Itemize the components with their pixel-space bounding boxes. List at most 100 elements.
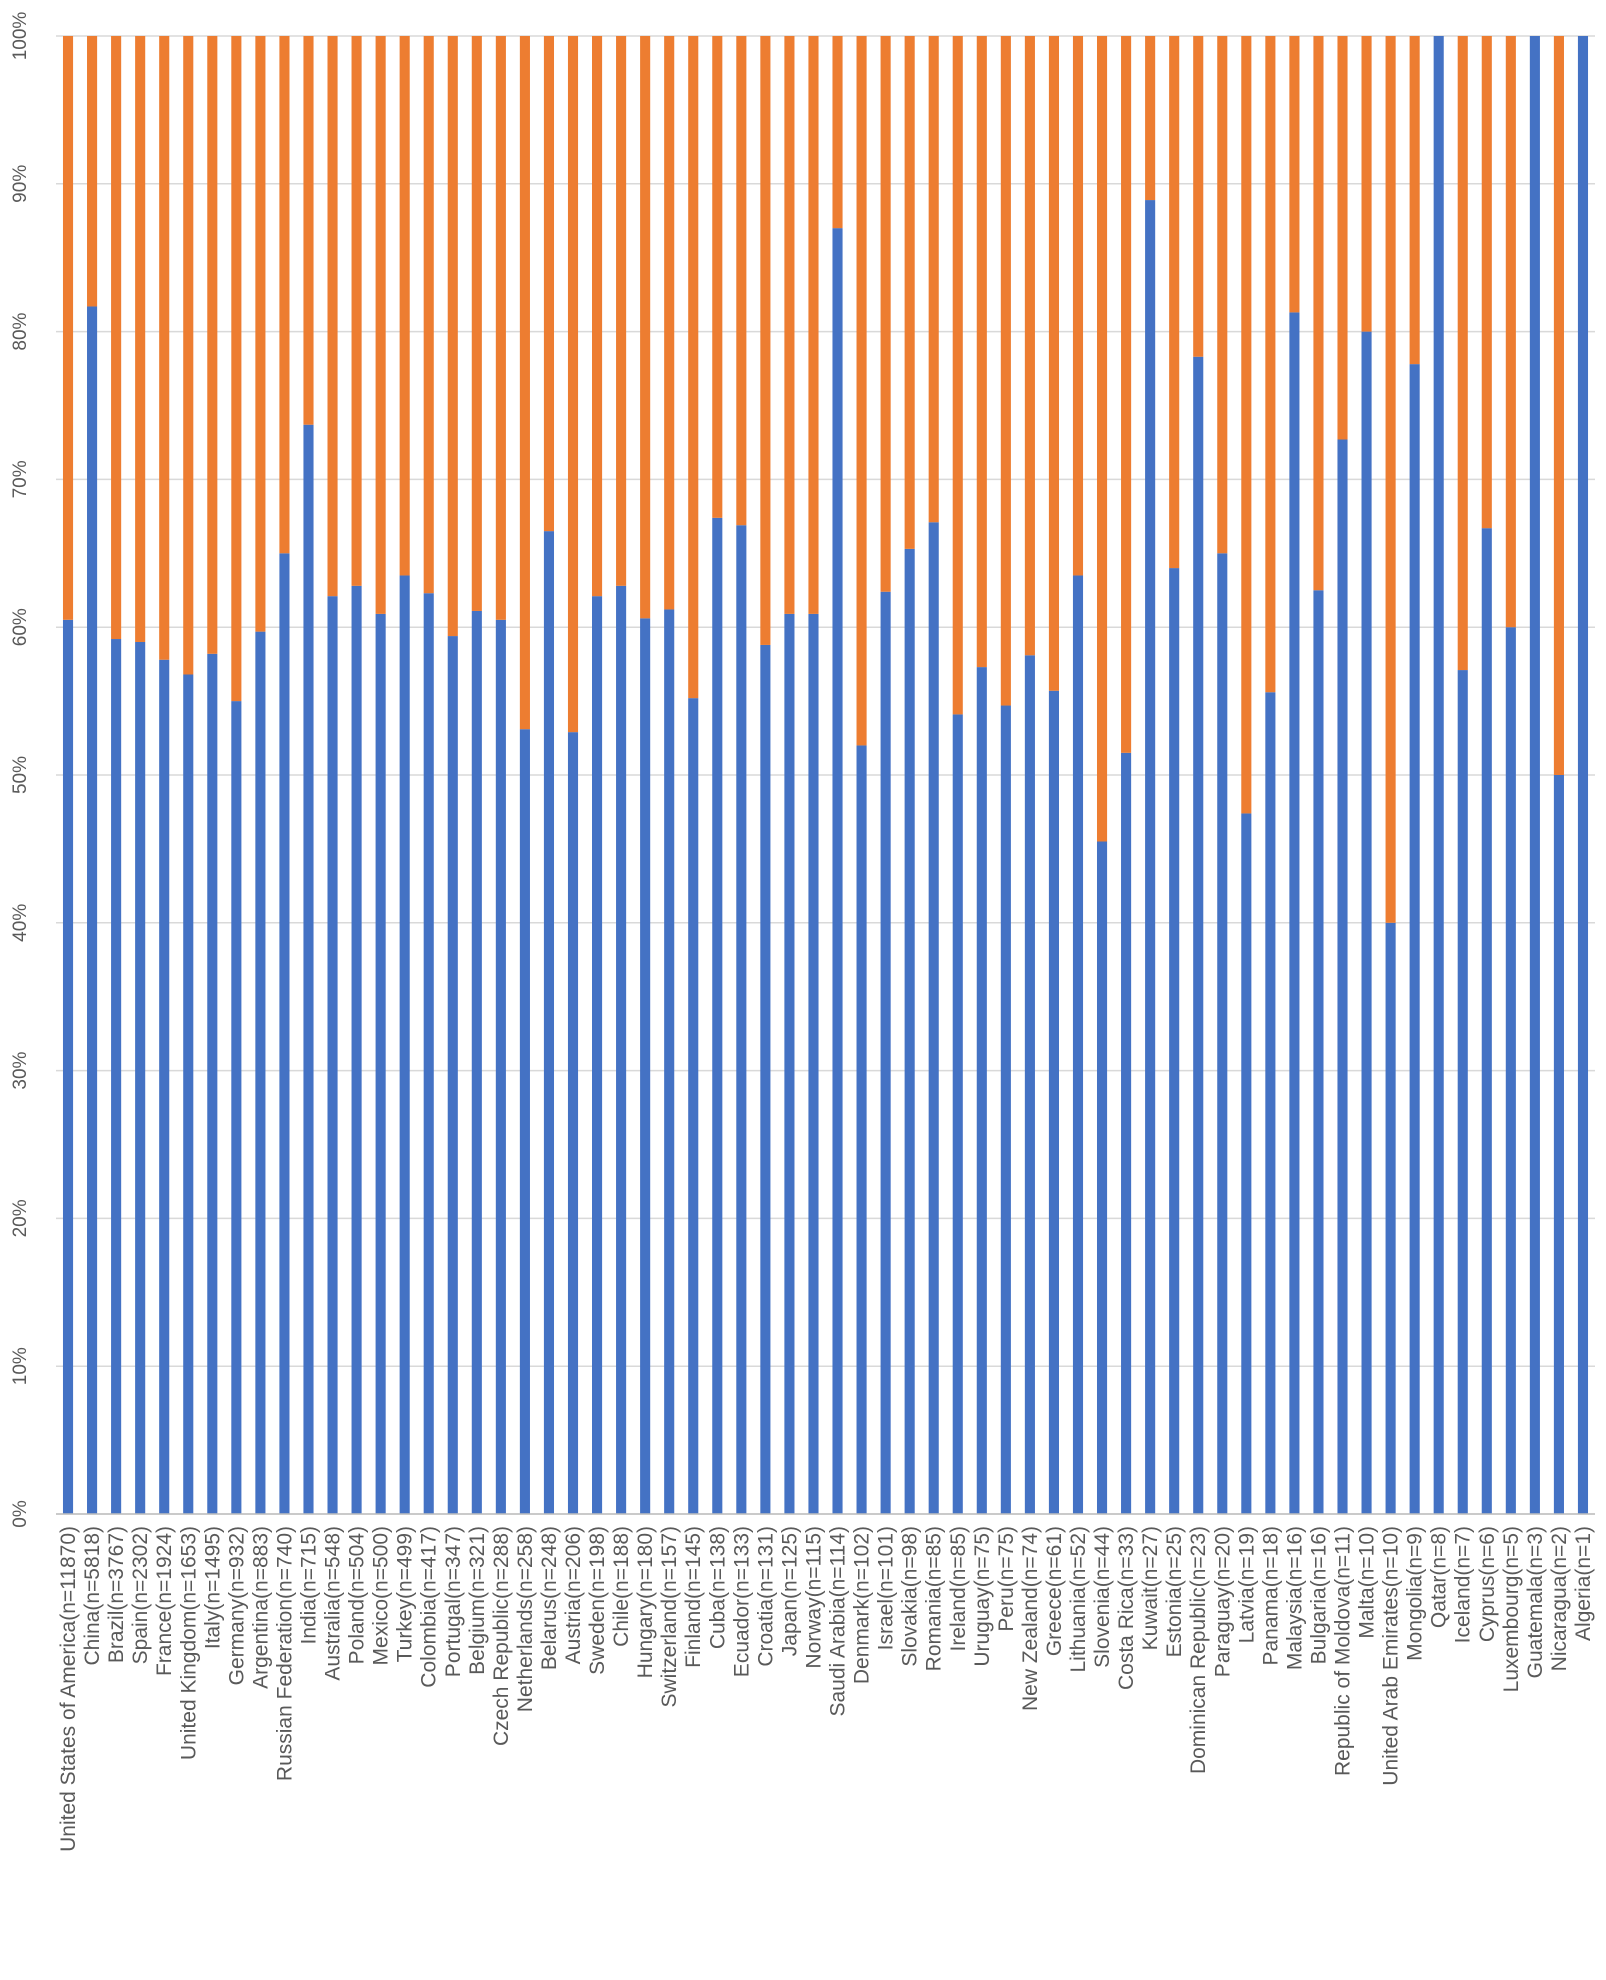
bar-segment-2 (1505, 36, 1516, 628)
bar-segment-1 (1289, 312, 1300, 1514)
bar-segment-1 (928, 522, 939, 1514)
bar-segment-2 (1072, 36, 1084, 576)
bar-segment-2 (808, 36, 819, 614)
category-label: Spain(n=2302) (129, 1526, 152, 1664)
bar-segment-2 (928, 36, 939, 523)
category-label: India(n=715) (297, 1526, 320, 1645)
category-label: Colombia(n=417) (418, 1526, 441, 1688)
bar-segment-1 (1072, 575, 1084, 1514)
bar-segment-1 (904, 548, 915, 1514)
bar-segment-2 (1169, 36, 1180, 569)
bar-segment-1 (471, 610, 482, 1514)
category-label: Japan(n=125) (778, 1526, 801, 1656)
bar-segment-2 (952, 36, 963, 715)
category-label: Hungary(n=180) (634, 1526, 657, 1678)
bar-segment-1 (1481, 528, 1492, 1514)
bar-segment-1 (808, 613, 819, 1514)
category-label: Kuwait(n=27) (1139, 1526, 1162, 1650)
category-label: Malaysia(n=16) (1283, 1526, 1306, 1670)
bar-segment-2 (1193, 36, 1204, 357)
bar-segment-1 (231, 701, 242, 1514)
category-label: Poland(n=504) (346, 1526, 369, 1664)
bar-segment-1 (1313, 590, 1324, 1514)
bar-segment-2 (904, 36, 915, 549)
bar-segment-2 (111, 36, 122, 640)
bar-segment-2 (375, 36, 386, 614)
category-label: Germany(n=932) (225, 1526, 248, 1685)
bar-segment-2 (1289, 36, 1300, 313)
bar-segment-1 (159, 659, 170, 1514)
category-label: Sweden(n=198) (586, 1526, 609, 1675)
bar-segment-1 (880, 591, 891, 1514)
category-label: New Zealand(n=74) (1019, 1526, 1042, 1711)
bar-segment-1 (712, 517, 723, 1514)
category-label: Norway(n=115) (802, 1526, 825, 1669)
bar-segment-2 (207, 36, 218, 654)
bar-segment-2 (327, 36, 338, 597)
category-label: Czech Republic(n=288) (490, 1526, 513, 1746)
bar-segment-2 (399, 36, 410, 576)
bar-segment-1 (1529, 36, 1540, 1514)
category-label: Mexico(n=500) (370, 1526, 393, 1665)
y-tick-label: 0% (10, 1500, 31, 1528)
category-label: Chile(n=188) (610, 1526, 633, 1647)
bar-segment-2 (1145, 36, 1156, 201)
bar-segment-2 (1481, 36, 1492, 529)
bar-segment-2 (1553, 36, 1564, 775)
y-tick-label: 20% (10, 1199, 31, 1237)
bar-segment-1 (1048, 690, 1059, 1514)
category-label: Israel(n=101) (875, 1526, 898, 1650)
bars (62, 36, 1589, 1515)
category-label: Guatemala(n=3) (1524, 1526, 1547, 1678)
bar-segment-2 (279, 36, 290, 554)
bar-segment-2 (784, 36, 795, 614)
category-label: Uruguay(n=75) (971, 1526, 994, 1667)
category-label: Belgium(n=321) (466, 1526, 489, 1675)
bar-segment-2 (1096, 36, 1108, 842)
bar-segment-1 (111, 639, 122, 1514)
bar-segment-2 (471, 36, 482, 611)
category-label: France(n=1924) (153, 1526, 176, 1676)
bar-segment-2 (1121, 36, 1132, 753)
bar-segment-1 (784, 613, 795, 1514)
bar-segment-2 (712, 36, 723, 518)
category-label: Algeria(n=1) (1572, 1526, 1595, 1641)
bar-segment-1 (327, 596, 338, 1514)
y-tick-label: 40% (10, 904, 31, 942)
bar-segment-2 (495, 36, 506, 620)
category-label: Slovenia(n=44) (1091, 1526, 1114, 1668)
bar-segment-2 (159, 36, 170, 660)
y-tick-label: 50% (10, 756, 31, 794)
bar-segment-2 (351, 36, 362, 586)
bar-segment-1 (1361, 331, 1372, 1515)
category-label: Ecuador(n=133) (730, 1526, 753, 1677)
category-label: Greece(n=61) (1043, 1526, 1066, 1656)
bar-segment-1 (640, 618, 651, 1514)
y-tick-label: 90% (10, 165, 31, 203)
bar-segment-1 (495, 619, 506, 1514)
category-label: Cyprus(n=6) (1476, 1526, 1499, 1642)
category-label: Croatia(n=131) (754, 1526, 777, 1667)
bar-segment-2 (664, 36, 675, 610)
y-tick-label: 10% (10, 1347, 31, 1385)
bar-segment-1 (87, 306, 98, 1514)
bar-segment-2 (880, 36, 891, 592)
category-label: Republic of Moldova(n=11) (1332, 1526, 1355, 1776)
bar-segment-2 (1337, 36, 1348, 440)
bar-segment-1 (760, 644, 771, 1514)
bar-segment-2 (832, 36, 843, 229)
bar-segment-1 (519, 729, 530, 1514)
category-label: Cuba(n=138) (706, 1526, 729, 1649)
bar-segment-1 (207, 653, 218, 1514)
bar-segment-2 (1265, 36, 1276, 693)
category-label: Dominican Republic(n=23) (1187, 1526, 1210, 1774)
category-label: Finland(n=145) (682, 1526, 705, 1668)
bar-segment-2 (1241, 36, 1252, 814)
bar-segment-1 (664, 609, 675, 1514)
category-label: Luxembourg(n=5) (1500, 1526, 1523, 1692)
x-axis-category-labels: United States of America(n=11870) China(n… (57, 1526, 1595, 1852)
category-label: Argentina(n=883) (249, 1526, 272, 1689)
bar-segment-1 (976, 667, 987, 1514)
y-tick-label: 70% (10, 460, 31, 498)
